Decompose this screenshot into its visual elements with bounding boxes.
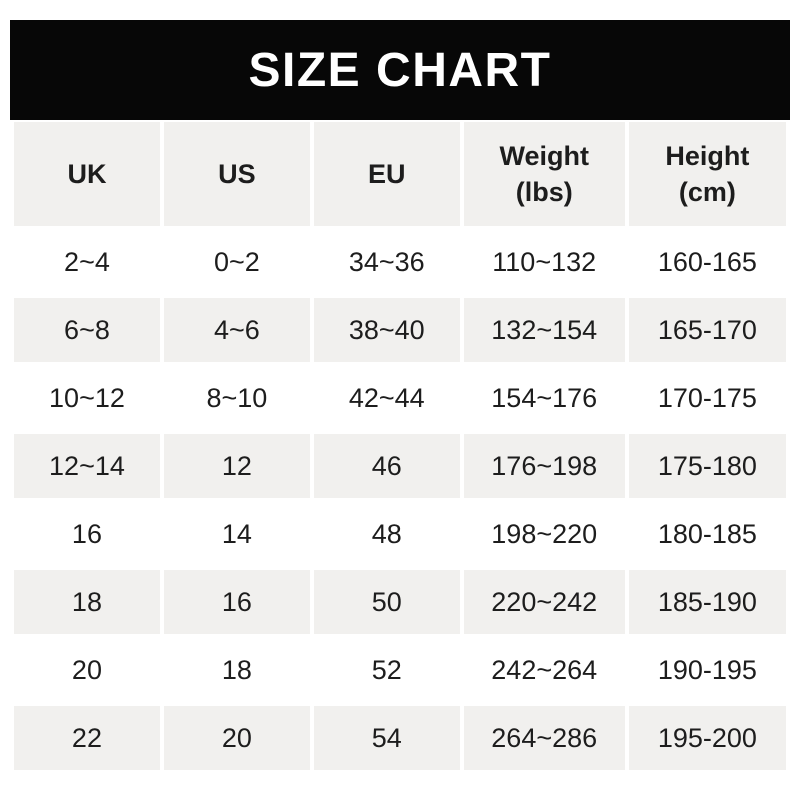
table-cell: 50 (313, 570, 460, 634)
table-cell: 52 (313, 638, 460, 702)
table-cell: 16 (14, 502, 160, 566)
table-row: 18 16 50 220~242 185-190 (14, 570, 786, 634)
table-cell: 165-170 (628, 298, 786, 362)
table-cell: 190-195 (628, 638, 786, 702)
page-title: SIZE CHART (248, 43, 552, 97)
table-cell: 180-185 (628, 502, 786, 566)
header-unit: (lbs) (515, 177, 573, 207)
table-cell: 12~14 (14, 434, 160, 498)
size-chart-banner: SIZE CHART (10, 20, 790, 120)
table-cell: 48 (313, 502, 460, 566)
table-cell: 175-180 (628, 434, 786, 498)
table-cell: 242~264 (463, 638, 625, 702)
table-cell: 42~44 (313, 366, 460, 430)
header-cell-eu: EU (313, 122, 460, 226)
table-cell: 185-190 (628, 570, 786, 634)
table-cell: 6~8 (14, 298, 160, 362)
table-cell: 34~36 (313, 230, 460, 294)
table-row: 12~14 12 46 176~198 175-180 (14, 434, 786, 498)
header-cell-us: US (163, 122, 310, 226)
size-chart-table: UK US EU Weight (lbs) Height (cm) (10, 118, 790, 774)
header-label: UK (67, 159, 107, 189)
table-row: 22 20 54 264~286 195-200 (14, 706, 786, 770)
header-label: EU (368, 159, 406, 189)
header-cell-weight: Weight (lbs) (463, 122, 625, 226)
table-cell: 38~40 (313, 298, 460, 362)
table-cell: 176~198 (463, 434, 625, 498)
header-cell-uk: UK (14, 122, 160, 226)
table-cell: 0~2 (163, 230, 310, 294)
table-cell: 22 (14, 706, 160, 770)
table-cell: 2~4 (14, 230, 160, 294)
table-cell: 154~176 (463, 366, 625, 430)
table-cell: 195-200 (628, 706, 786, 770)
table-cell: 4~6 (163, 298, 310, 362)
table-row: 20 18 52 242~264 190-195 (14, 638, 786, 702)
table-cell: 54 (313, 706, 460, 770)
table-cell: 12 (163, 434, 310, 498)
table-cell: 20 (14, 638, 160, 702)
table-cell: 264~286 (463, 706, 625, 770)
header-unit: (cm) (678, 177, 736, 207)
table-cell: 160-165 (628, 230, 786, 294)
table-cell: 110~132 (463, 230, 625, 294)
table-cell: 20 (163, 706, 310, 770)
table-cell: 198~220 (463, 502, 625, 566)
table-cell: 16 (163, 570, 310, 634)
table-cell: 10~12 (14, 366, 160, 430)
header-label: Weight (499, 141, 589, 171)
table-cell: 8~10 (163, 366, 310, 430)
table-row: 16 14 48 198~220 180-185 (14, 502, 786, 566)
table-cell: 18 (14, 570, 160, 634)
table-row: 2~4 0~2 34~36 110~132 160-165 (14, 230, 786, 294)
table-cell: 46 (313, 434, 460, 498)
table-cell: 14 (163, 502, 310, 566)
header-cell-height: Height (cm) (628, 122, 786, 226)
table-cell: 18 (163, 638, 310, 702)
table-row: 10~12 8~10 42~44 154~176 170-175 (14, 366, 786, 430)
header-label: US (218, 159, 256, 189)
table-cell: 170-175 (628, 366, 786, 430)
header-label: Height (665, 141, 750, 171)
header-row: UK US EU Weight (lbs) Height (cm) (14, 122, 786, 226)
table-row: 6~8 4~6 38~40 132~154 165-170 (14, 298, 786, 362)
table-cell: 132~154 (463, 298, 625, 362)
table-cell: 220~242 (463, 570, 625, 634)
